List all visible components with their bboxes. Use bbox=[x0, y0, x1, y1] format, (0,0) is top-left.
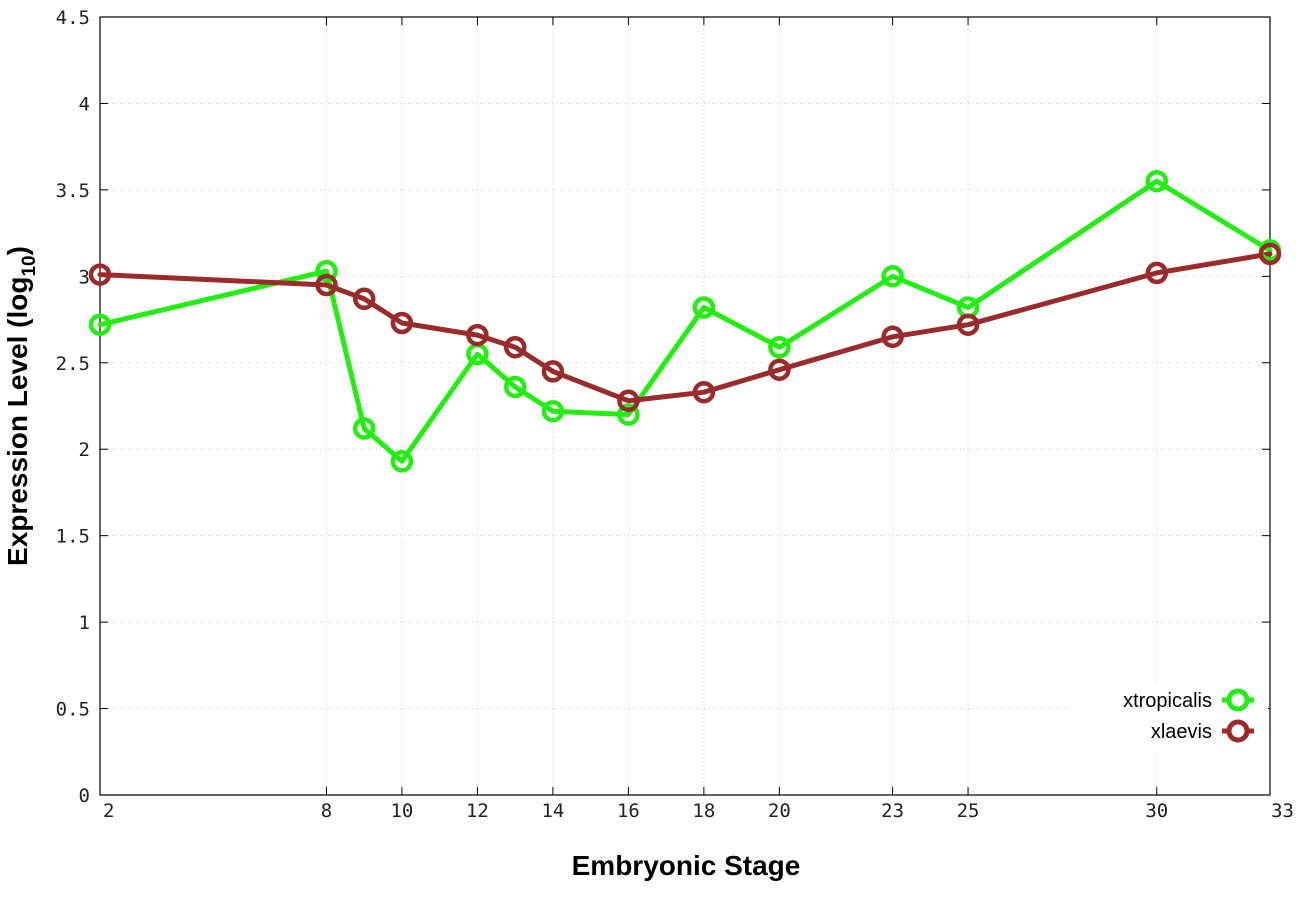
x-tick-label: 23 bbox=[881, 800, 904, 822]
data-point-xlaevis bbox=[1258, 242, 1282, 266]
series-line-xtropicalis bbox=[97, 178, 1273, 464]
x-tick-label: 14 bbox=[541, 800, 564, 822]
y-tick-label: 2.5 bbox=[56, 353, 90, 375]
y-tick-label: 0 bbox=[79, 785, 90, 807]
plot-frame bbox=[99, 16, 1271, 796]
x-axis-title: Embryonic Stage bbox=[572, 850, 801, 881]
x-tick-label: 8 bbox=[321, 800, 332, 822]
y-tick-label: 0.5 bbox=[56, 699, 90, 721]
data-point-xlaevis bbox=[956, 313, 980, 336]
x-tick-label: 2 bbox=[103, 800, 114, 822]
y-axis-title: Expression Level (log10) bbox=[2, 246, 40, 566]
y-axis-title-main: Expression Level (log bbox=[2, 277, 33, 566]
y-tick-label: 1 bbox=[79, 612, 90, 634]
data-point-xtropicalis bbox=[768, 335, 791, 359]
y-tick-label: 3 bbox=[79, 266, 90, 288]
series-layer bbox=[88, 169, 1282, 473]
data-point-xtropicalis bbox=[503, 375, 527, 399]
data-point-xlaevis bbox=[315, 273, 338, 297]
x-tick-label: 12 bbox=[466, 800, 489, 822]
x-tick-label: 16 bbox=[617, 800, 640, 822]
legend-marker-xlaevis bbox=[1226, 719, 1250, 743]
data-point-xlaevis bbox=[466, 323, 489, 347]
data-point-xlaevis bbox=[390, 311, 414, 335]
axis-ticks: 0 0.5 1 1.5 2 2.5 3 3.5 4 4.5 2 8 10 12 14 16 18 20 23 25 30… bbox=[56, 7, 1294, 822]
data-point-xtropicalis bbox=[881, 265, 904, 288]
y-tick-label: 3.5 bbox=[56, 180, 90, 202]
data-point-xtropicalis bbox=[315, 259, 338, 283]
legend-label-xlaevis: xlaevis bbox=[1151, 721, 1212, 743]
y-tick-label: 2 bbox=[79, 439, 90, 461]
y-tick-label: 4.5 bbox=[56, 7, 90, 29]
gridlines bbox=[100, 17, 1270, 795]
data-point-xlaevis bbox=[541, 360, 565, 383]
data-point-xtropicalis bbox=[390, 450, 414, 473]
x-tick-label: 25 bbox=[957, 800, 980, 822]
data-point-xtropicalis bbox=[352, 417, 376, 440]
y-axis-title-subscript: 10 bbox=[19, 255, 40, 276]
data-point-xlaevis bbox=[352, 287, 376, 311]
y-tick-label: 1.5 bbox=[56, 526, 90, 548]
y-axis-title-close: ) bbox=[2, 246, 33, 255]
data-point-xtropicalis bbox=[617, 403, 640, 426]
data-point-xtropicalis bbox=[541, 399, 565, 423]
x-tick-label: 30 bbox=[1145, 800, 1168, 822]
data-point-xlaevis bbox=[692, 380, 716, 404]
data-point-xlaevis bbox=[1145, 261, 1169, 285]
legend: xtropicalis xlaevis bbox=[1072, 682, 1268, 750]
data-point-xtropicalis bbox=[1145, 169, 1169, 193]
legend-marker-xtropicalis bbox=[1226, 688, 1250, 712]
data-point-xtropicalis bbox=[88, 313, 112, 336]
data-point-xlaevis bbox=[503, 335, 527, 359]
data-point-xtropicalis bbox=[692, 296, 716, 319]
legend-label-xtropicalis: xtropicalis bbox=[1123, 690, 1212, 712]
y-tick-label: 4 bbox=[79, 93, 90, 115]
x-tick-label: 10 bbox=[390, 800, 413, 822]
data-point-xlaevis bbox=[768, 358, 791, 381]
x-tick-label: 18 bbox=[692, 800, 715, 822]
data-point-xlaevis bbox=[88, 263, 112, 286]
data-point-xlaevis bbox=[881, 325, 904, 349]
data-point-xlaevis bbox=[617, 389, 640, 413]
x-tick-label: 33 bbox=[1271, 800, 1294, 822]
x-tick-label: 20 bbox=[768, 800, 791, 822]
